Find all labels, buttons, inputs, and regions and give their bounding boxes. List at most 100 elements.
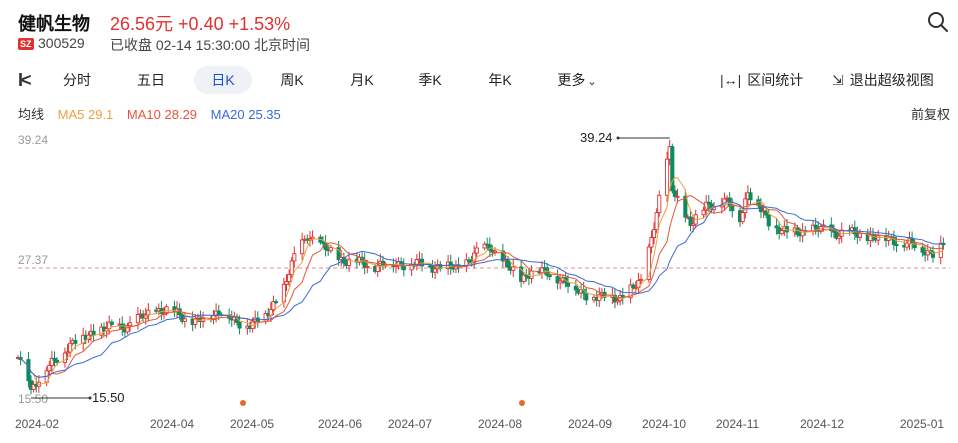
exchange-badge: SZ bbox=[18, 38, 34, 50]
candle-body bbox=[581, 289, 586, 294]
x-tick-label: 2024-06 bbox=[318, 417, 362, 431]
candle-body bbox=[657, 194, 662, 214]
candle-body bbox=[180, 314, 185, 322]
candle-body bbox=[216, 310, 221, 315]
candle-body bbox=[472, 252, 477, 262]
ma5-line bbox=[17, 177, 944, 386]
low-pointer-dot bbox=[88, 396, 92, 400]
x-tick-label: 2024-12 bbox=[800, 417, 844, 431]
candle-body bbox=[691, 223, 696, 226]
ma20-line bbox=[17, 200, 944, 378]
exit-super-view-button[interactable]: ⇲ 退出超级视图 bbox=[832, 66, 934, 94]
candle-body bbox=[779, 230, 784, 235]
candle-body bbox=[584, 292, 589, 301]
candle-body bbox=[651, 229, 657, 238]
candle-body bbox=[237, 321, 242, 329]
candle-body bbox=[307, 238, 313, 241]
x-tick-label: 2024-10 bbox=[642, 417, 686, 431]
tab-daily-k[interactable]: 日K bbox=[194, 66, 252, 94]
candle-body bbox=[672, 190, 677, 197]
low-annotation: 15.50 bbox=[92, 390, 125, 405]
candle-body bbox=[558, 280, 563, 284]
candle-body bbox=[688, 216, 693, 226]
candle-body bbox=[612, 294, 617, 303]
candle-body bbox=[683, 195, 688, 218]
y-tick-label: 27.37 bbox=[18, 253, 48, 267]
tab-weekly-k[interactable]: 周K bbox=[280, 72, 304, 88]
range-stats-label: 区间统计 bbox=[747, 72, 804, 88]
candle-body bbox=[701, 209, 706, 216]
ma-legend: 均线 MA5 29.1 MA10 28.29 MA20 25.35 bbox=[18, 104, 291, 123]
candle-body bbox=[670, 146, 675, 192]
candle-body bbox=[675, 195, 680, 198]
x-tick-label: 2024-02 bbox=[15, 417, 59, 431]
candle-body bbox=[730, 205, 735, 212]
tab-monthly-k[interactable]: 月K bbox=[350, 72, 374, 88]
candle-body bbox=[665, 158, 670, 196]
candle-body bbox=[328, 247, 333, 252]
tab-five-day[interactable]: 五日 bbox=[137, 72, 165, 88]
candle-body bbox=[912, 242, 917, 249]
tab-more[interactable]: 更多 ⌄ bbox=[548, 66, 606, 94]
x-tick-label: 2024-09 bbox=[568, 417, 612, 431]
range-stats-button[interactable]: |↔| 区间统计 bbox=[720, 66, 803, 94]
x-tick-label: 2024-07 bbox=[388, 417, 432, 431]
candle-body bbox=[193, 318, 198, 325]
tab-yearly-k[interactable]: 年K bbox=[488, 72, 512, 88]
search-icon[interactable] bbox=[926, 10, 950, 34]
candle-view-icon[interactable]: I< bbox=[18, 70, 31, 90]
candle-body bbox=[646, 246, 651, 280]
x-tick-label: 2025-01 bbox=[900, 417, 944, 431]
candle-body bbox=[573, 285, 578, 291]
candle-body bbox=[813, 224, 818, 229]
candle-body bbox=[506, 259, 511, 268]
candle-body bbox=[336, 247, 341, 261]
ma20-value: MA20 25.35 bbox=[210, 107, 281, 122]
high-pointer-dot bbox=[616, 136, 620, 140]
candle-body bbox=[365, 266, 370, 268]
tab-more-label: 更多 bbox=[557, 72, 586, 88]
candle-body bbox=[49, 357, 54, 366]
candle-body bbox=[347, 258, 352, 266]
candle-body bbox=[65, 351, 70, 354]
candle-body bbox=[857, 232, 863, 238]
candle-body bbox=[62, 352, 67, 364]
candle-body bbox=[748, 192, 753, 201]
candle-body bbox=[521, 274, 526, 282]
candle-body bbox=[466, 259, 472, 262]
candle-body bbox=[68, 342, 73, 353]
candle-body bbox=[837, 235, 842, 239]
candle-body bbox=[555, 276, 560, 284]
ma10-line bbox=[17, 195, 944, 378]
candle-body bbox=[289, 260, 294, 276]
candle-body bbox=[615, 300, 620, 303]
candle-body bbox=[631, 284, 636, 288]
y-tick-label: 15.50 bbox=[18, 392, 48, 406]
adjust-mode-button[interactable]: 前复权 bbox=[910, 107, 950, 122]
candle-body bbox=[52, 357, 57, 361]
tab-intraday[interactable]: 分时 bbox=[63, 72, 91, 88]
ma10-value: MA10 28.29 bbox=[126, 107, 198, 122]
candle-body bbox=[31, 383, 36, 390]
candle-body bbox=[55, 359, 60, 364]
market-status: 已收盘 02-14 15:30:00 北京时间 bbox=[110, 37, 310, 53]
exit-super-view-label: 退出超级视图 bbox=[849, 72, 934, 88]
candle-body bbox=[649, 237, 654, 248]
x-tick-label: 2024-08 bbox=[478, 417, 522, 431]
candle-body bbox=[925, 250, 930, 256]
candle-body bbox=[774, 225, 779, 229]
candle-body bbox=[109, 321, 114, 325]
ma-label: 均线 bbox=[18, 107, 45, 122]
candle-body bbox=[597, 294, 602, 301]
candle-body bbox=[547, 274, 552, 278]
candle-body bbox=[511, 266, 516, 271]
candle-body bbox=[433, 268, 438, 273]
x-tick-label: 2024-05 bbox=[230, 417, 274, 431]
candle-body bbox=[492, 250, 498, 253]
tab-quarterly-k[interactable]: 季K bbox=[418, 72, 442, 88]
candle-body bbox=[628, 284, 633, 299]
candle-body bbox=[930, 251, 936, 258]
range-icon: |↔| bbox=[720, 72, 742, 88]
candle-body bbox=[125, 325, 130, 333]
